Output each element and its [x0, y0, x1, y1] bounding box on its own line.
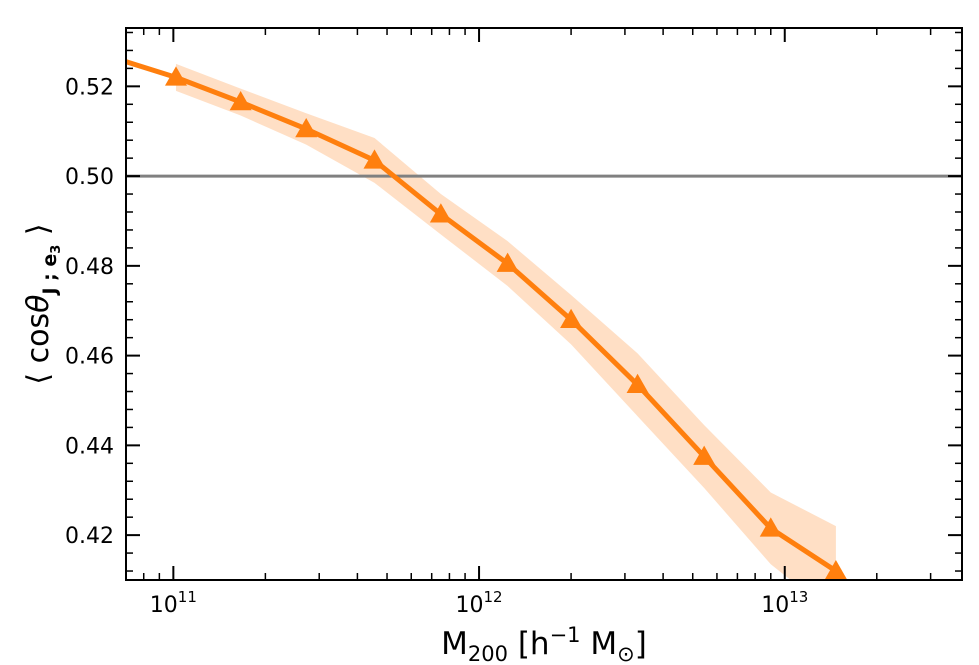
data-point-9 — [759, 517, 782, 537]
y-label-cos: cos — [21, 313, 56, 363]
x-label-main: M — [441, 626, 468, 662]
data-point-1 — [229, 91, 252, 111]
x-label-rest1: [h — [508, 626, 550, 662]
data-point-6 — [560, 308, 583, 328]
y-label-subsub: 3 — [49, 245, 64, 254]
data-point-8 — [693, 445, 716, 465]
y-tick-label: 0.46 — [65, 345, 114, 370]
x-label-sup: −1 — [550, 623, 581, 647]
data-point-7 — [626, 373, 649, 394]
y-tick-label: 0.50 — [65, 165, 114, 190]
y-label-sub: J ; e — [39, 254, 61, 297]
y-label-theta: θ — [21, 295, 56, 313]
axis-ticks — [125, 28, 962, 580]
data-point-4 — [429, 203, 452, 223]
series-markers — [164, 66, 847, 580]
x-tick-labels: 1011 1012 1013 — [150, 588, 808, 618]
error-bands — [175, 63, 836, 580]
plot-frame — [125, 27, 963, 581]
y-tick-label: 0.44 — [65, 434, 114, 459]
x-tick-label: 1011 — [150, 588, 197, 618]
y-label-open: ⟨ — [21, 373, 56, 385]
data-point-2 — [295, 117, 318, 138]
y-axis-label: ⟨ cosθJ ; e3 ⟩ — [21, 223, 64, 384]
data-point-10 — [824, 560, 847, 580]
data-point-0 — [164, 66, 187, 86]
data-point-3 — [363, 149, 386, 169]
error-band-0 — [175, 63, 836, 580]
x-label-sub2: ⊙ — [617, 642, 635, 665]
data-point-5 — [496, 252, 519, 272]
x-axis-label: M200 [h−1 M⊙] — [441, 623, 647, 665]
y-label-close: ⟩ — [21, 223, 56, 235]
x-label-rest3: ] — [635, 626, 647, 662]
y-tick-label: 0.48 — [65, 255, 114, 280]
x-tick-label: 1012 — [456, 588, 503, 618]
x-tick-label: 1013 — [761, 588, 808, 618]
y-tick-labels: 0.42 0.44 0.46 0.48 0.50 0.52 — [65, 75, 114, 549]
x-label-sub: 200 — [468, 642, 508, 665]
y-tick-label: 0.52 — [65, 75, 114, 100]
y-tick-label: 0.42 — [65, 524, 114, 549]
x-label-rest2: M — [581, 626, 618, 662]
